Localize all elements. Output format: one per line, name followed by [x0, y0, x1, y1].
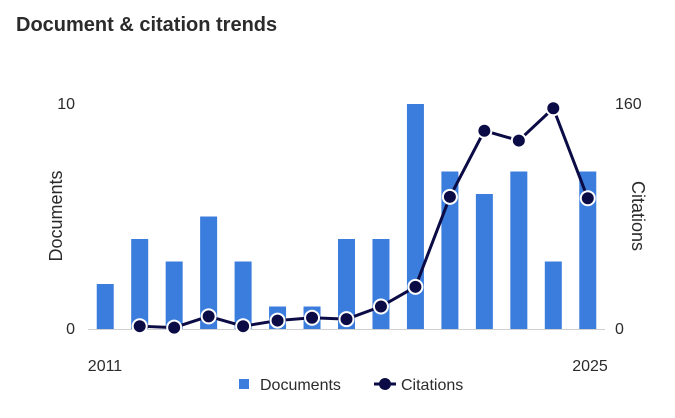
legend-citations-marker	[379, 378, 391, 390]
documents-bar-2018[interactable]	[338, 239, 355, 329]
citations-line-group	[131, 100, 596, 336]
citations-point-2014[interactable]	[200, 308, 217, 325]
citations-point-2013[interactable]	[166, 319, 183, 336]
y-tick-label-max: 10	[57, 96, 75, 113]
citations-point-2024[interactable]	[545, 100, 562, 117]
documents-bar-2014[interactable]	[200, 216, 218, 330]
documents-bar-2019[interactable]	[372, 239, 390, 329]
documents-bar-2022[interactable]	[475, 194, 493, 329]
y-axis-title: Documents	[46, 170, 66, 261]
documents-bar-2020[interactable]	[406, 104, 424, 329]
legend-documents-label: Documents	[260, 377, 341, 394]
citations-point-2020[interactable]	[407, 278, 424, 295]
documents-bar-2023[interactable]	[510, 171, 528, 330]
citations-point-2012[interactable]	[131, 318, 148, 335]
citations-point-2018[interactable]	[338, 311, 355, 328]
documents-bar-2025[interactable]	[579, 171, 597, 330]
x-tick-label-last: 2025	[572, 358, 608, 375]
x-tick-label-first: 2011	[88, 358, 123, 375]
citations-point-2016[interactable]	[269, 312, 286, 329]
y2-tick-label-min: 0	[615, 321, 624, 338]
documents-bar-2013[interactable]	[165, 261, 183, 330]
chart-title: Document & citation trends	[16, 14, 278, 36]
citations-point-2022[interactable]	[476, 122, 493, 139]
documents-bar-2024[interactable]	[544, 261, 562, 330]
citations-point-2025[interactable]	[579, 190, 596, 207]
citations-point-2023[interactable]	[510, 132, 527, 149]
citations-point-2019[interactable]	[372, 298, 389, 315]
y-tick-label-min: 0	[66, 321, 75, 338]
citations-point-2017[interactable]	[304, 309, 321, 326]
citations-point-2015[interactable]	[235, 318, 252, 335]
y2-axis-title: Citations	[628, 181, 648, 251]
citations-point-2021[interactable]	[441, 188, 458, 205]
documents-bar-2011[interactable]	[96, 284, 114, 329]
y2-tick-label-max: 160	[615, 96, 642, 113]
legend-citations-label: Citations	[401, 377, 463, 394]
documents-bar-2015[interactable]	[234, 261, 252, 330]
legend: Documents Citations	[239, 377, 463, 394]
legend-documents-swatch	[239, 379, 249, 389]
documents-bar-2012[interactable]	[131, 239, 149, 329]
